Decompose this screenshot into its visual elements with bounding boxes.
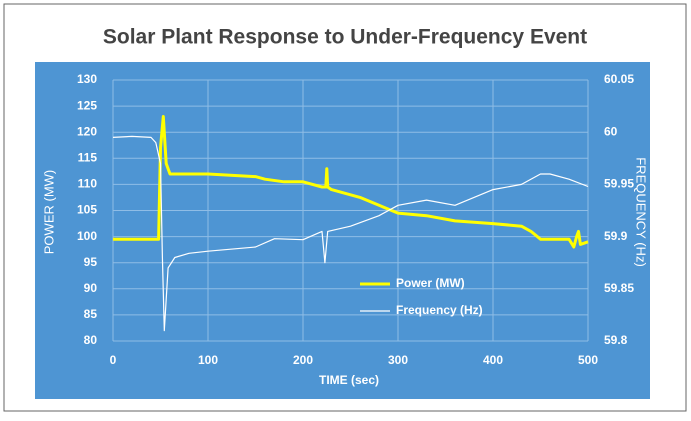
y-tick-label: 120 — [77, 124, 97, 138]
y2-tick-label: 59.85 — [604, 281, 634, 295]
series-line — [112, 135, 589, 332]
y-tick-label: 90 — [84, 281, 98, 295]
x-tick-label: 500 — [578, 353, 598, 367]
y2-tick-label: 60 — [604, 124, 618, 138]
y-tick-label: 105 — [77, 203, 97, 217]
y-tick-label: 95 — [84, 255, 98, 269]
y-tick-label: 100 — [77, 229, 97, 243]
x-axis-title: TIME (sec) — [319, 373, 379, 387]
x-tick-label: 400 — [483, 353, 503, 367]
y-tick-label: 115 — [78, 150, 98, 164]
y-tick-label: 125 — [77, 98, 97, 112]
y-axis-title: POWER (MW) — [41, 170, 56, 254]
x-tick-label: 0 — [110, 353, 117, 367]
y2-tick-label: 59.9 — [604, 229, 628, 243]
y2-tick-label: 59.95 — [604, 177, 634, 191]
y2-tick-label: 60.05 — [604, 72, 634, 86]
legend-label: Power (MW) — [396, 276, 465, 290]
y-tick-label: 110 — [78, 177, 98, 191]
x-tick-label: 200 — [293, 353, 313, 367]
x-tick-label: 100 — [198, 353, 218, 367]
y-tick-label: 80 — [84, 333, 98, 347]
series-line — [113, 115, 589, 249]
x-tick-label: 300 — [388, 353, 408, 367]
y2-tick-label: 59.8 — [604, 333, 628, 347]
y-tick-label: 130 — [77, 72, 97, 86]
y2-axis-title: FREQUENCY (Hz) — [634, 157, 649, 267]
legend-label: Frequency (Hz) — [396, 303, 483, 317]
y-tick-label: 85 — [84, 307, 98, 321]
plot-panel — [35, 62, 650, 399]
chart-title: Solar Plant Response to Under-Frequency … — [103, 26, 587, 49]
